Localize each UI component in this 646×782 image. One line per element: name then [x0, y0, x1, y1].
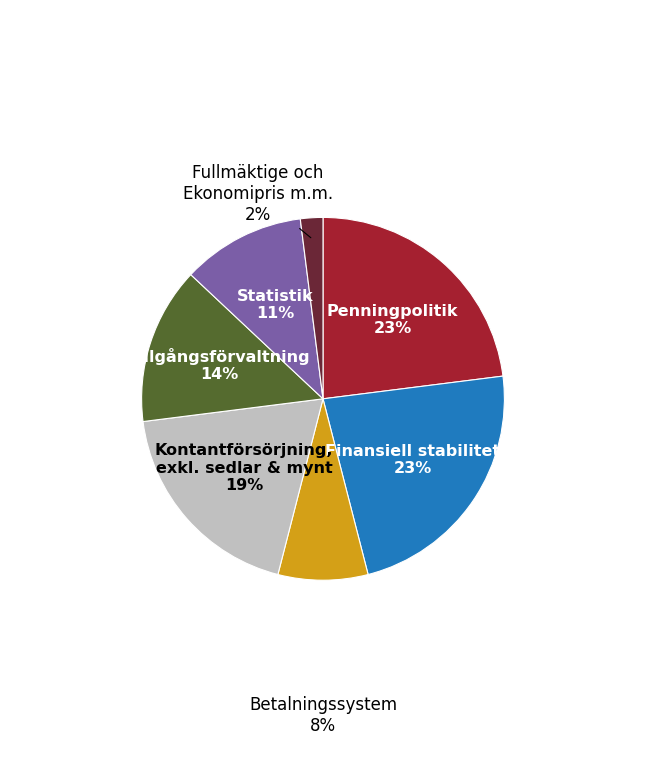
Wedge shape	[143, 399, 323, 575]
Text: Finansiell stabilitet
23%: Finansiell stabilitet 23%	[326, 444, 501, 476]
Text: Fullmäktige och
Ekonomipris m.m.
2%: Fullmäktige och Ekonomipris m.m. 2%	[183, 164, 333, 238]
Wedge shape	[323, 217, 503, 399]
Wedge shape	[278, 399, 368, 580]
Text: Tillgångsförvaltning
14%: Tillgångsförvaltning 14%	[128, 348, 311, 382]
Wedge shape	[323, 376, 505, 575]
Wedge shape	[191, 219, 323, 399]
Text: Kontantförsörjning,
exkl. sedlar & mynt
19%: Kontantförsörjning, exkl. sedlar & mynt …	[155, 443, 333, 493]
Wedge shape	[300, 217, 323, 399]
Text: Statistik
11%: Statistik 11%	[237, 289, 313, 321]
Text: Betalningssystem
8%: Betalningssystem 8%	[249, 697, 397, 735]
Text: Penningpolitik
23%: Penningpolitik 23%	[327, 303, 458, 336]
Wedge shape	[141, 274, 323, 421]
